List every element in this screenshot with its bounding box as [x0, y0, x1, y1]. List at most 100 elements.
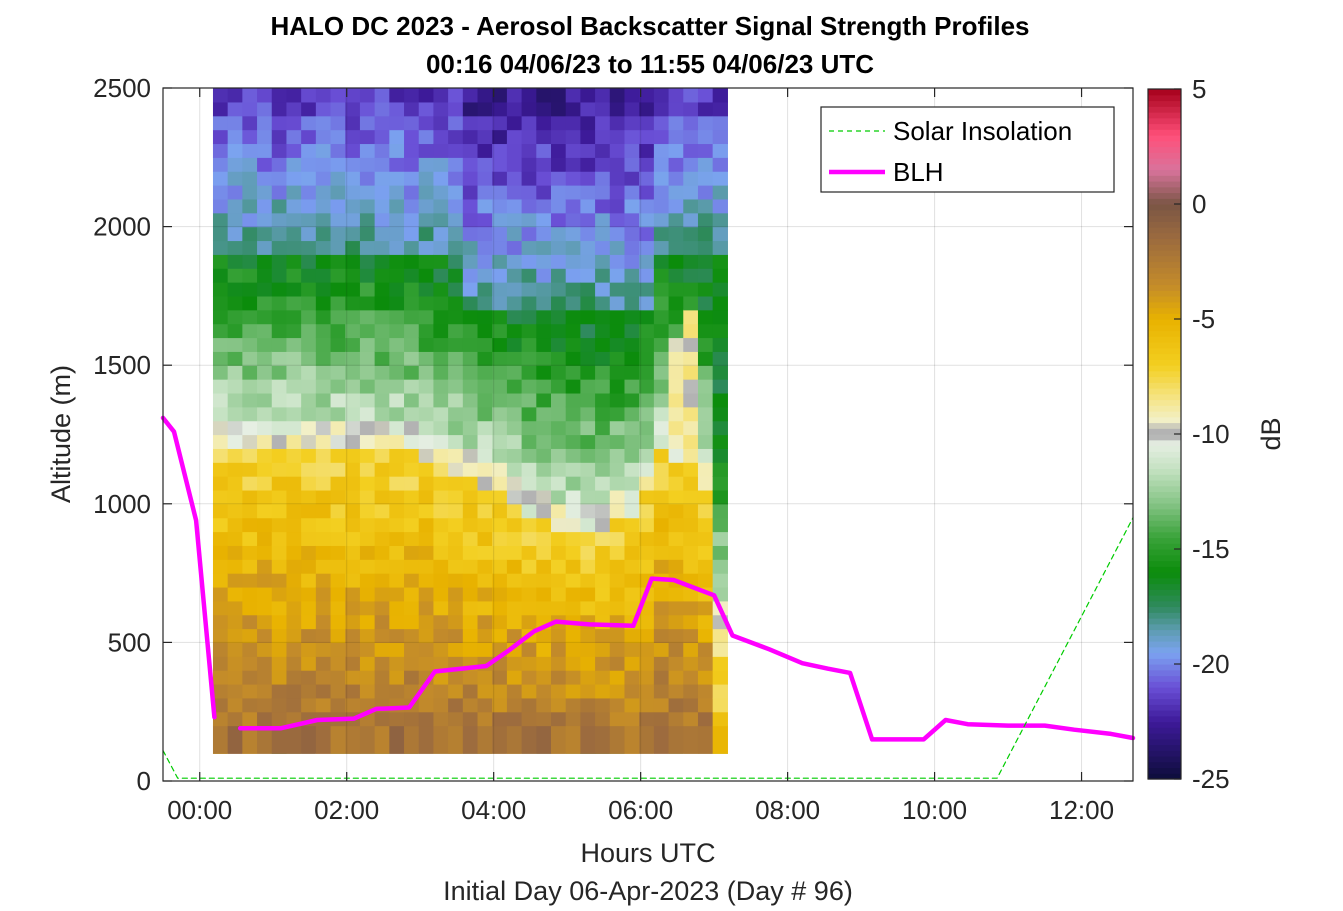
heatmap-cell	[683, 157, 699, 172]
heatmap-cell	[595, 365, 611, 380]
heatmap-cell	[639, 517, 655, 533]
heatmap-cell	[492, 628, 508, 643]
heatmap-cell	[477, 559, 493, 574]
heatmap-cell	[212, 268, 229, 283]
colorbar-segment	[1148, 359, 1181, 366]
x-axis-ticks: 00:00 02:00 04:00 06:00 08:00 10:00 12:00	[167, 88, 1114, 825]
heatmap-cell	[301, 392, 317, 408]
heatmap-cell	[668, 614, 684, 630]
heatmap-cell	[374, 351, 390, 366]
heatmap-cell	[506, 323, 523, 339]
heatmap-cell	[521, 545, 537, 560]
heatmap-cell	[551, 517, 567, 533]
heatmap-cell	[257, 517, 273, 533]
heatmap-cell	[536, 462, 552, 477]
heatmap-cell	[580, 365, 596, 380]
heatmap-cell	[565, 254, 581, 269]
heatmap-cell	[521, 295, 537, 311]
heatmap-cell	[492, 573, 508, 588]
heatmap-cell	[595, 198, 611, 214]
heatmap-cell	[580, 379, 596, 394]
heatmap-cell	[286, 420, 302, 436]
heatmap-cell	[212, 365, 229, 380]
heatmap-cell	[492, 337, 508, 352]
heatmap-cell	[712, 268, 728, 283]
heatmap-cell	[271, 323, 288, 339]
heatmap-cell	[345, 129, 361, 145]
colorbar-segment	[1148, 537, 1181, 544]
heatmap-cell	[389, 115, 405, 131]
heatmap-cell	[536, 600, 552, 616]
colorbar-segment	[1148, 232, 1181, 240]
colorbar-segment	[1148, 123, 1181, 130]
heatmap-cell	[580, 711, 596, 727]
heatmap-cell	[536, 670, 552, 685]
heatmap-cell	[624, 476, 640, 491]
heatmap-cell	[257, 711, 273, 727]
heatmap-cell	[712, 406, 728, 422]
heatmap-cell	[359, 129, 376, 145]
colorbar-segment	[1148, 704, 1181, 711]
colorbar-segment	[1148, 365, 1181, 372]
heatmap-cell	[257, 600, 273, 616]
heatmap-cell	[227, 545, 243, 560]
heatmap-cell	[418, 268, 435, 283]
heatmap-cell	[418, 282, 435, 297]
heatmap-cell	[301, 476, 317, 491]
heatmap-cell	[536, 586, 552, 602]
heatmap-cell	[242, 725, 258, 754]
heatmap-cell	[697, 406, 714, 422]
heatmap-cell	[551, 240, 567, 255]
heatmap-cell	[448, 143, 464, 158]
heatmap-cell	[227, 254, 243, 269]
heatmap-cell	[565, 462, 581, 477]
heatmap-cell	[315, 559, 332, 574]
heatmap-cell	[712, 351, 728, 366]
heatmap-cell	[345, 198, 361, 214]
colorbar-segment	[1148, 261, 1181, 268]
heatmap-cell	[433, 115, 449, 131]
colorbar-segment	[1148, 445, 1181, 452]
heatmap-cell	[668, 240, 684, 255]
heatmap-cell	[315, 365, 332, 380]
heatmap-cell	[212, 392, 229, 408]
heatmap-cell	[212, 656, 229, 671]
heatmap-cell	[639, 379, 655, 394]
colorbar-segment	[1148, 336, 1181, 343]
heatmap-cell	[257, 282, 273, 297]
heatmap-cell	[227, 406, 243, 422]
heatmap-cell	[448, 157, 464, 172]
heatmap-cell	[462, 143, 479, 158]
heatmap-cell	[301, 420, 317, 436]
heatmap-cell	[286, 198, 302, 214]
heatmap-cell	[330, 628, 346, 643]
heatmap-cell	[404, 365, 420, 380]
heatmap-cell	[359, 642, 376, 657]
heatmap-cell	[712, 240, 728, 255]
heatmap-cell	[609, 476, 626, 491]
heatmap-cell	[374, 226, 390, 242]
colorbar-segment	[1148, 554, 1181, 562]
heatmap-cell	[492, 115, 508, 131]
heatmap-cell	[506, 143, 523, 158]
heatmap-cell	[565, 157, 581, 172]
heatmap-cell	[697, 323, 714, 339]
colorbar-segment	[1148, 158, 1181, 165]
heatmap-cell	[624, 226, 640, 242]
heatmap-cell	[315, 240, 332, 255]
heatmap-cell	[404, 600, 420, 616]
heatmap-cell	[330, 295, 346, 311]
heatmap-cell	[433, 337, 449, 352]
heatmap-cell	[712, 309, 728, 325]
heatmap-cell	[404, 198, 420, 214]
heatmap-cell	[668, 115, 684, 131]
heatmap-cell	[609, 406, 626, 422]
heatmap-cell	[580, 434, 596, 449]
heatmap-cell	[697, 628, 714, 643]
heatmap-cell	[477, 489, 493, 505]
heatmap-cell	[301, 559, 317, 574]
heatmap-cell	[257, 392, 273, 408]
heatmap-cell	[418, 614, 435, 630]
heatmap-cell	[595, 129, 611, 145]
heatmap-cell	[404, 268, 420, 283]
